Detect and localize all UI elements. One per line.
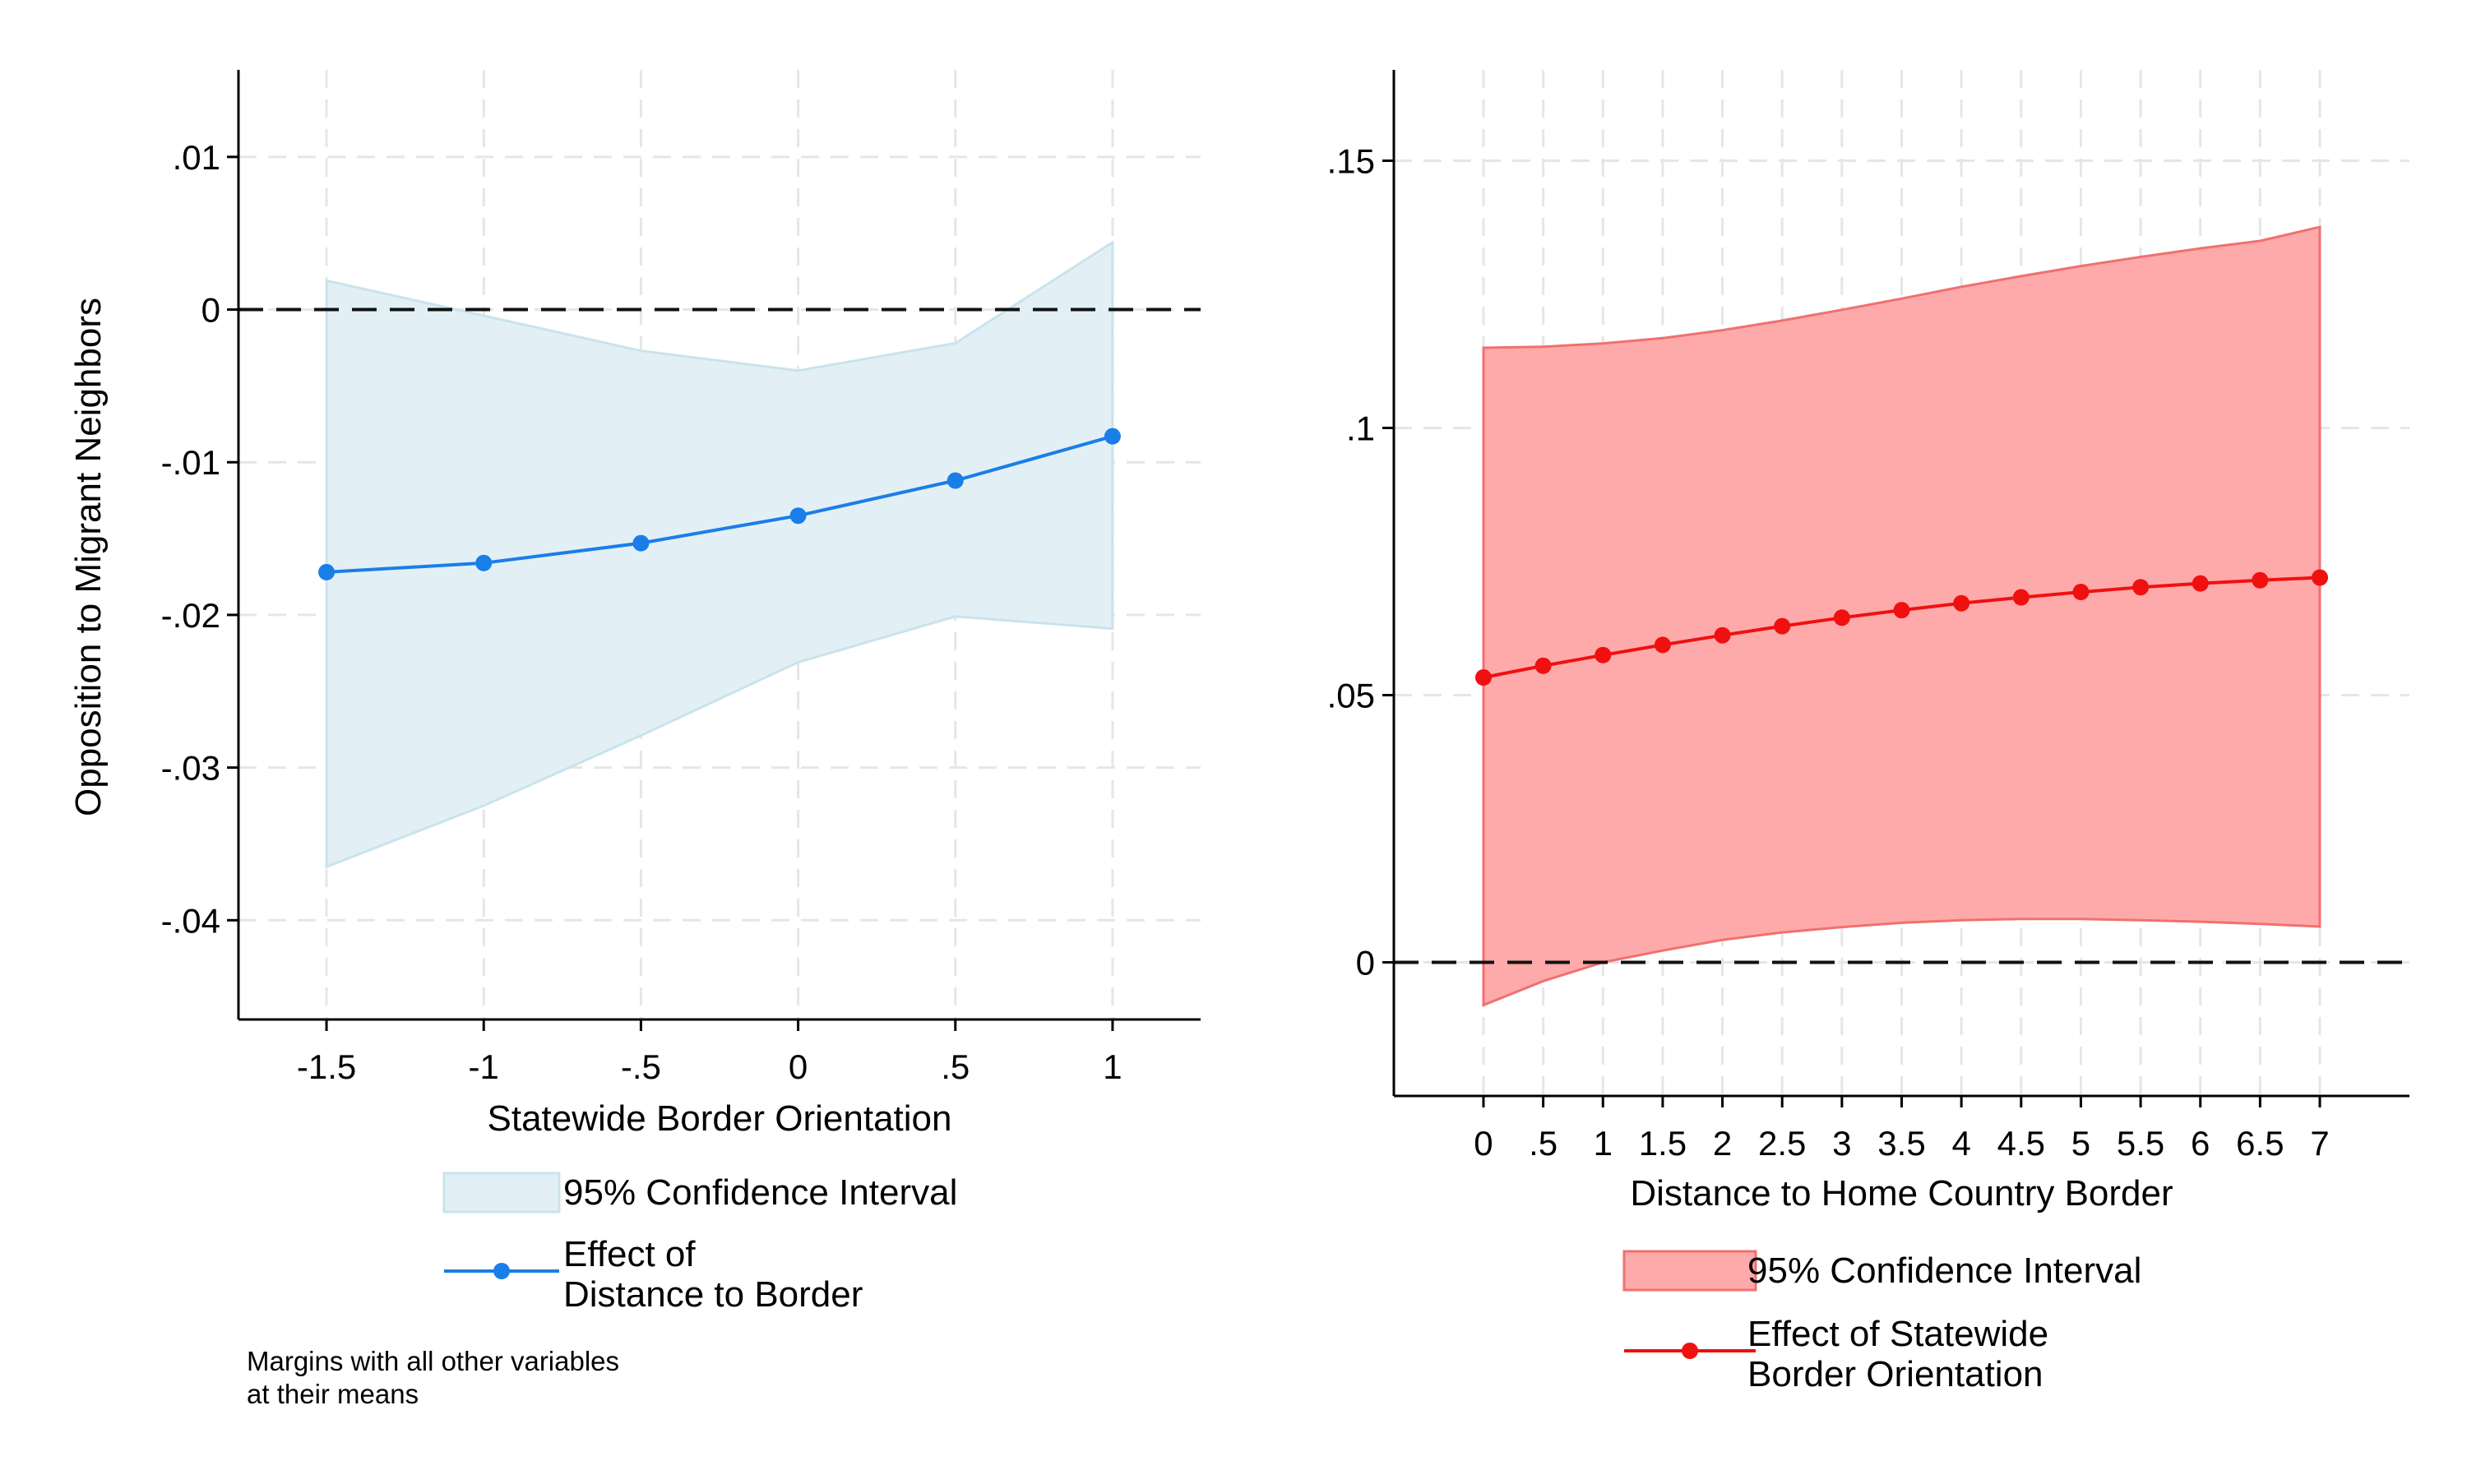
x-tick-label: 3.5 <box>1877 1124 1925 1163</box>
x-tick-label: 5 <box>2071 1124 2090 1163</box>
x-tick-label: 1.5 <box>1639 1124 1687 1163</box>
chart-panel-1: -1.5 -1 -.5 0 .5 1 .01 0 -.01 -.02 -.03 -.04 Statewi… <box>68 70 1201 1409</box>
x-tick-label: .5 <box>941 1047 970 1086</box>
effect-point <box>318 563 336 580</box>
y-tick-label: .05 <box>1327 677 1375 715</box>
x-tick-label: 5.5 <box>2117 1124 2164 1163</box>
x-tick-label: 7 <box>2310 1124 2329 1163</box>
effect-point <box>2012 589 2030 606</box>
confidence-band <box>325 240 1114 869</box>
y-tick-label: 0 <box>1356 944 1375 982</box>
effect-point <box>789 507 807 525</box>
effect-point <box>2252 571 2269 589</box>
legend-line-label: Effect of <box>563 1234 696 1274</box>
y-tick-label: -.04 <box>161 901 220 940</box>
effect-point <box>475 554 493 571</box>
legend-line-marker <box>493 1263 510 1279</box>
legend-line-marker <box>1682 1343 1698 1359</box>
effect-point <box>2192 575 2209 592</box>
x-tick-label: -.5 <box>621 1047 661 1086</box>
effect-point <box>2072 584 2090 601</box>
legend-band-swatch <box>442 1172 561 1214</box>
x-tick-label: 0 <box>1474 1124 1493 1163</box>
effect-point <box>632 534 650 552</box>
x-tick-label: 2 <box>1713 1124 1732 1163</box>
effect-point <box>2312 569 2329 586</box>
legend-line-label: Distance to Border <box>563 1274 863 1315</box>
y-tick-label: -.01 <box>161 443 220 482</box>
x-tick-label: 1 <box>1594 1124 1613 1163</box>
x-tick-label: 6 <box>2191 1124 2210 1163</box>
x-tick-label: 2.5 <box>1758 1124 1806 1163</box>
legend-line-label: Border Orientation <box>1747 1354 2043 1394</box>
effect-point <box>1104 428 1121 445</box>
effect-point <box>1953 594 1970 612</box>
x-tick-label: 0 <box>789 1047 808 1086</box>
y-tick-label: .15 <box>1327 142 1375 181</box>
effect-point <box>1893 602 1910 619</box>
x-axis-title: Distance to Home Country Border <box>1630 1173 2173 1214</box>
x-tick-label: 4.5 <box>1997 1124 2045 1163</box>
legend: 95% Confidence Interval Effect ofDistance… <box>442 1172 957 1315</box>
y-tick-label: .1 <box>1346 409 1375 448</box>
effect-point <box>1714 626 1731 644</box>
y-tick-label: 0 <box>201 291 220 330</box>
effect-point <box>1474 669 1492 687</box>
legend-band-swatch <box>1622 1250 1757 1292</box>
y-tick-label: -.02 <box>161 596 220 635</box>
effect-point <box>2132 579 2150 596</box>
legend: 95% Confidence Interval Effect of Statewi… <box>1622 1250 2141 1394</box>
x-tick-label: 3 <box>1832 1124 1851 1163</box>
legend-band-label: 95% Confidence Interval <box>1747 1251 2141 1291</box>
legend-band-label: 95% Confidence Interval <box>563 1172 957 1213</box>
x-axis-title: Statewide Border Orientation <box>488 1098 952 1139</box>
x-tick-label: 6.5 <box>2236 1124 2284 1163</box>
effect-point <box>1595 646 1612 663</box>
y-tick-label: -.03 <box>161 749 220 788</box>
effect-point <box>1774 617 1791 635</box>
effect-point <box>1534 657 1552 674</box>
effect-point <box>1654 636 1671 654</box>
x-tick-label: -1 <box>469 1047 499 1086</box>
x-tick-label: .5 <box>1529 1124 1557 1163</box>
note-text: Margins with all other variables <box>247 1346 619 1376</box>
y-axis-title: Opposition to Migrant Neighbors <box>68 298 109 816</box>
x-tick-label: 1 <box>1103 1047 1122 1086</box>
effect-line <box>326 434 1113 574</box>
y-tick-label: .01 <box>173 138 220 177</box>
x-tick-label: -1.5 <box>297 1047 356 1086</box>
note-text: at their means <box>247 1379 419 1409</box>
legend-line-label: Effect of Statewide <box>1747 1314 2048 1354</box>
x-tick-label: 4 <box>1951 1124 1970 1163</box>
effect-point <box>947 472 964 489</box>
chart-panel-2: 0 .5 1 1.5 2 2.5 3 3.5 4 4.5 5 5.5 6 6.5 7 .15 .1 .05 0 Dis… <box>1327 70 2409 1394</box>
effect-point <box>1833 609 1850 626</box>
